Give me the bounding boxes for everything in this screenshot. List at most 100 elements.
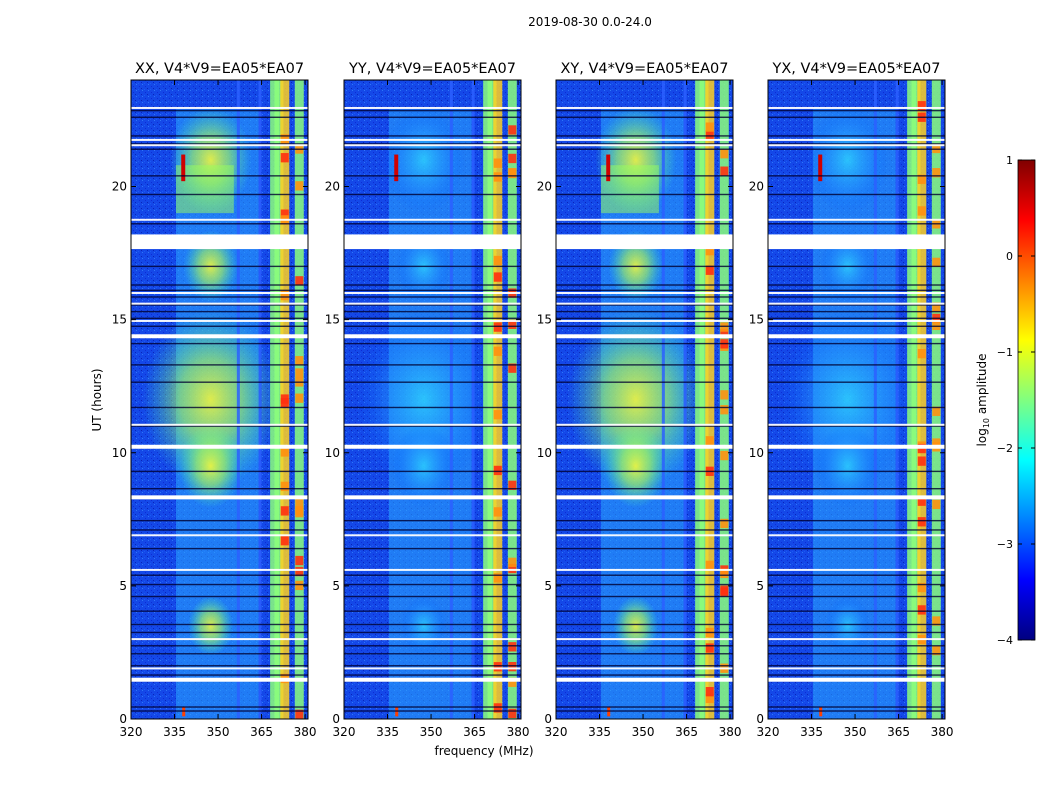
time-band-edge [131, 116, 308, 118]
flagged-gap [556, 319, 733, 322]
rfi-burst [932, 320, 941, 331]
rfi-burst [705, 130, 714, 140]
time-band-edge [556, 381, 733, 383]
flagged-gap [556, 638, 733, 641]
flagged-gap [131, 106, 308, 109]
time-band-edge [131, 470, 308, 473]
x-tick-label: 380 [507, 725, 530, 739]
time-band-edge [344, 547, 521, 550]
rfi-burst [705, 246, 714, 256]
y-tick-label: 15 [749, 313, 764, 327]
flagged-gap [344, 534, 521, 537]
time-band-edge [131, 425, 308, 427]
time-band-edge [768, 470, 945, 473]
time-band-edge [344, 310, 521, 313]
time-band-edge [556, 645, 733, 647]
time-band-edge [131, 342, 308, 345]
x-tick-label: 350 [632, 725, 655, 739]
time-band-edge [768, 116, 945, 118]
rfi-burst [280, 506, 289, 516]
time-band-edge [131, 109, 308, 112]
emission-patch [567, 309, 704, 490]
flagged-gap [344, 234, 521, 250]
flagged-gap [131, 218, 308, 221]
rfi-burst [295, 368, 304, 378]
rfi-burst [508, 319, 517, 329]
flagged-gap [556, 144, 733, 147]
rfi-channel [931, 80, 941, 719]
y-tick-label: 20 [325, 180, 340, 194]
time-band-edge [556, 519, 733, 522]
time-band-edge [131, 653, 308, 655]
rfi-burst [295, 506, 304, 516]
time-band-edge [556, 116, 733, 118]
time-band-edge [344, 289, 521, 292]
y-tick-label: 5 [544, 579, 552, 593]
time-band-edge [131, 706, 308, 708]
time-band-edge [131, 381, 308, 383]
flagged-gap [131, 319, 308, 322]
colorbar-gradient [1017, 159, 1036, 641]
rfi-burst [295, 276, 304, 286]
x-tick-label: 365 [250, 725, 273, 739]
flagged-gap [131, 234, 308, 250]
time-band-edge [556, 325, 733, 327]
time-band-edge [768, 665, 945, 667]
flagged-gap [344, 667, 521, 670]
rfi-burst [720, 149, 729, 159]
colorbar-tick-label: −2 [997, 442, 1013, 455]
rfi-burst [917, 456, 926, 466]
flagged-gap [131, 568, 308, 571]
time-band-edge [768, 304, 945, 306]
colorbar-tick-label: 1 [1006, 154, 1013, 167]
time-band-edge [344, 665, 521, 667]
y-tick-label: 5 [332, 579, 340, 593]
rfi-burst [280, 394, 289, 404]
flagged-gap [768, 667, 945, 670]
rfi-burst [508, 125, 517, 135]
y-tick-label: 5 [119, 579, 127, 593]
flagged-gap [344, 319, 521, 322]
time-band-edge [768, 653, 945, 655]
time-band-edge [131, 325, 308, 327]
rfi-channel [699, 80, 709, 719]
flagged-gap [344, 292, 521, 294]
rfi-burst [508, 642, 517, 652]
time-band-edge [131, 406, 308, 409]
time-band-edge [556, 623, 733, 626]
flagged-gap [768, 138, 945, 141]
flagged-gap [131, 334, 308, 339]
panel-title: XX, V4*V9=EA05*EA07 [135, 61, 304, 77]
flagged-gap [344, 423, 521, 426]
rfi-burst [508, 363, 517, 373]
time-band-edge [131, 135, 308, 137]
time-band-edge [556, 406, 733, 409]
time-band-edge [344, 519, 521, 522]
flagged-gap [344, 677, 521, 682]
emission-patch [175, 165, 234, 214]
flagged-gap [344, 144, 521, 147]
panel: YX, V4*V9=EA05*EA07 320 335 350 365 380 0 5 10 15… [749, 61, 954, 739]
time-band-edge [131, 310, 308, 313]
flagged-gap [131, 534, 308, 537]
time-band-edge [768, 284, 945, 286]
time-band-edge [131, 175, 308, 177]
rfi-burst [720, 166, 729, 176]
time-band-edge [556, 529, 733, 531]
rfi-burst [720, 585, 729, 595]
time-band-edge [131, 574, 308, 576]
time-band-edge [344, 109, 521, 112]
flagged-gap [768, 144, 945, 147]
x-tick-label: 335 [163, 725, 186, 739]
time-band-edge [131, 610, 308, 612]
rfi-burst [508, 168, 517, 179]
rfi-burst [917, 174, 926, 184]
rfi-burst [295, 181, 304, 191]
time-band-edge [344, 653, 521, 655]
rfi-burst [932, 302, 941, 312]
flagged-gap [556, 292, 733, 294]
time-band-edge [556, 653, 733, 655]
rfi-burst [280, 290, 289, 301]
flagged-gap [768, 234, 945, 250]
flagged-gap [344, 638, 521, 641]
